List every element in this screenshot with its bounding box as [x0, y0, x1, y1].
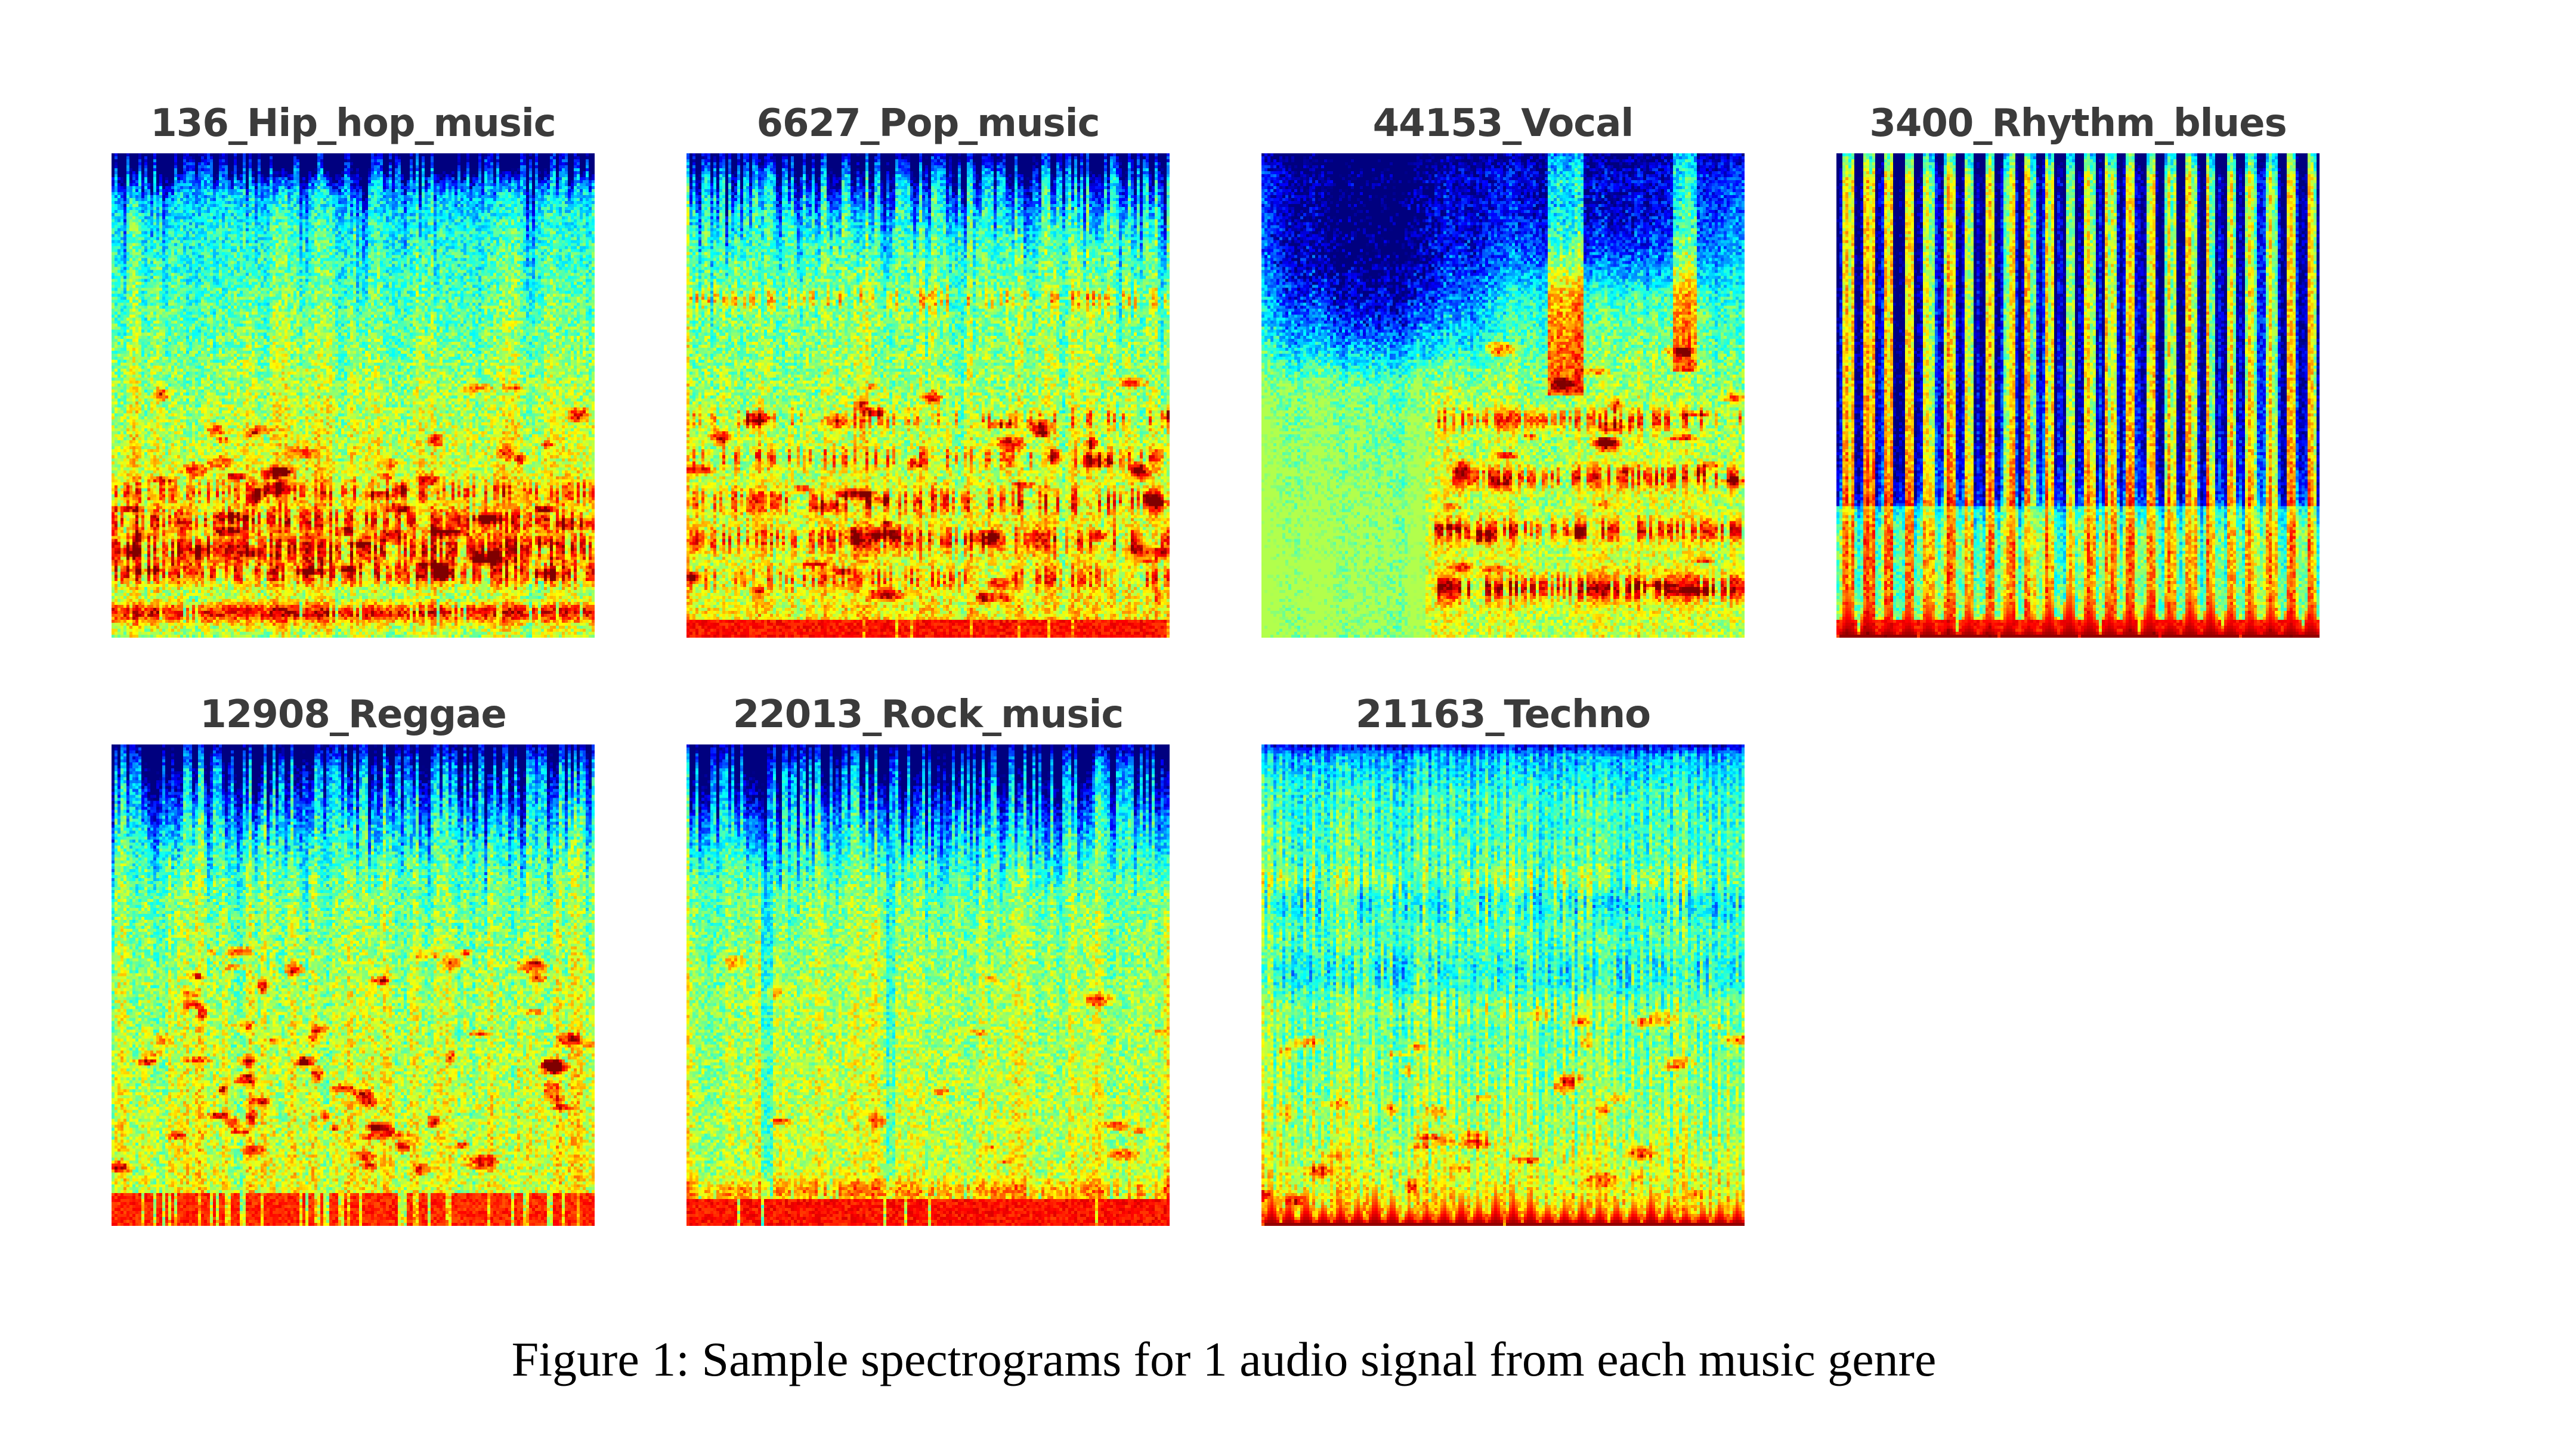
spectrogram-image: [1261, 744, 1745, 1226]
spectrogram-panel-pop: 6627_Pop_music: [686, 101, 1170, 638]
panel-title: 136_Hip_hop_music: [150, 101, 556, 146]
spectrogram-panel-hip-hop: 136_Hip_hop_music: [112, 101, 595, 638]
spectrogram-image: [112, 153, 595, 638]
spectrogram-panel-vocal: 44153_Vocal: [1261, 101, 1745, 638]
spectrogram-panel-reggae: 12908_Reggae: [112, 693, 595, 1226]
panel-title: 22013_Rock_music: [732, 693, 1124, 737]
spectrogram-image: [1836, 153, 2320, 638]
panel-title: 44153_Vocal: [1372, 101, 1634, 146]
panel-title: 3400_Rhythm_blues: [1869, 101, 2287, 146]
panel-title: 21163_Techno: [1355, 693, 1651, 737]
panel-title: 12908_Reggae: [200, 693, 507, 737]
spectrogram-image: [1261, 153, 1745, 638]
spectrogram-image: [686, 744, 1170, 1226]
panel-title: 6627_Pop_music: [756, 101, 1100, 146]
spectrogram-image: [112, 744, 595, 1226]
spectrogram-panel-techno: 21163_Techno: [1261, 693, 1745, 1226]
spectrogram-panel-rhythm-blues: 3400_Rhythm_blues: [1836, 101, 2320, 638]
spectrogram-image: [686, 153, 1170, 638]
figure-caption: Figure 1: Sample spectrograms for 1 audi…: [511, 1332, 1937, 1386]
spectrogram-panel-rock: 22013_Rock_music: [686, 693, 1170, 1226]
